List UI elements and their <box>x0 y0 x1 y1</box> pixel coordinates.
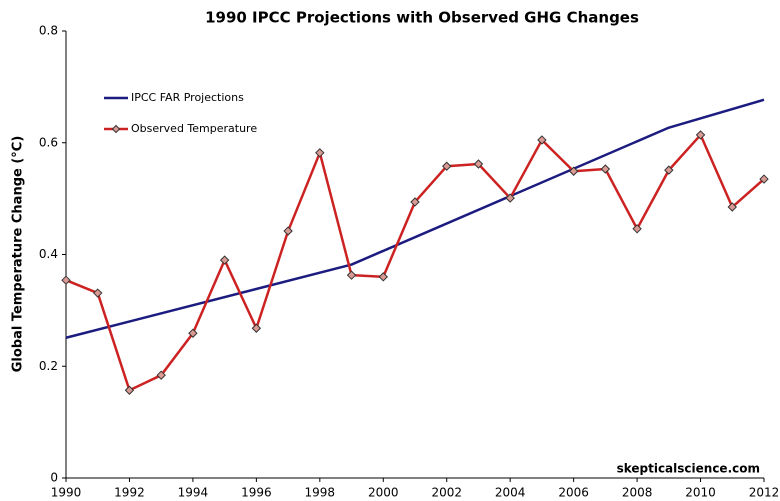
x-tick-label: 1998 <box>305 486 336 500</box>
y-tick-label: 0 <box>50 471 58 485</box>
x-tick-label: 1996 <box>241 486 272 500</box>
data-point <box>188 328 198 338</box>
x-tick-label: 1990 <box>51 486 82 500</box>
data-point <box>537 135 547 145</box>
y-tick-label: 0.8 <box>39 24 58 38</box>
data-point <box>759 174 769 184</box>
data-point <box>473 159 484 169</box>
x-tick-label: 2002 <box>431 486 462 500</box>
x-tick-label: 2010 <box>685 486 716 500</box>
data-point <box>568 166 579 176</box>
legend-marker <box>111 124 121 134</box>
data-point <box>632 224 642 234</box>
data-point <box>505 193 515 203</box>
data-point <box>315 148 325 158</box>
data-point <box>251 323 262 333</box>
data-point <box>442 161 452 171</box>
series-line <box>65 98 765 339</box>
source-annotation: skepticalscience.com <box>617 462 760 476</box>
x-tick-label: 2000 <box>368 486 399 500</box>
y-tick-label: 0.4 <box>39 247 58 261</box>
series-line <box>65 133 765 392</box>
legend-label: IPCC FAR Projections <box>131 91 244 104</box>
data-point <box>378 272 388 282</box>
chart-title: 1990 IPCC Projections with Observed GHG … <box>205 9 639 27</box>
data-point <box>124 385 135 395</box>
data-point <box>410 197 420 207</box>
x-tick-label: 1992 <box>114 486 145 500</box>
y-tick-label: 0.6 <box>39 135 58 149</box>
x-tick-label: 2008 <box>622 486 653 500</box>
data-point <box>61 275 71 285</box>
x-tick-label: 1994 <box>178 486 209 500</box>
x-tick-label: 2012 <box>749 486 780 500</box>
data-point <box>695 130 706 140</box>
data-point <box>156 370 166 380</box>
y-tick-label: 0.2 <box>39 359 58 373</box>
data-point <box>93 288 103 298</box>
y-axis-label: Global Temperature Change (°C) <box>11 136 26 373</box>
legend-label: Observed Temperature <box>131 122 257 135</box>
data-point <box>346 270 357 280</box>
data-point <box>600 164 611 174</box>
data-point <box>664 165 674 175</box>
data-point <box>283 226 293 236</box>
x-tick-label: 2006 <box>558 486 589 500</box>
data-point <box>219 255 230 265</box>
data-point <box>727 202 737 212</box>
x-tick-label: 2004 <box>495 486 526 500</box>
